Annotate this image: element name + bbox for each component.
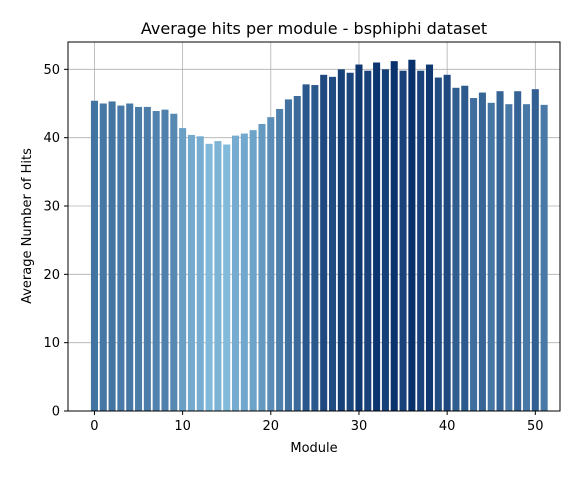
bar-module-30 [355,64,363,412]
bar-module-27 [328,76,337,411]
bar-module-37 [417,70,425,411]
bar-module-16 [232,135,240,411]
bar-module-1 [99,103,107,411]
bar-module-5 [135,106,143,412]
bars [90,59,548,412]
bar-module-22 [284,99,292,412]
bar-module-42 [461,85,469,411]
bar-module-26 [320,74,328,412]
bar-module-47 [505,104,513,411]
bar-module-4 [126,103,134,411]
y-tick-label: 30 [43,200,60,215]
x-tick-label: 20 [263,419,280,434]
bar-module-10 [179,128,187,411]
y-tick-label: 0 [52,405,60,420]
bar-module-50 [531,89,539,412]
bar-module-6 [143,106,151,412]
bar-module-15 [223,144,231,411]
bar-module-3 [117,105,125,412]
bar-module-43 [470,98,478,412]
y-axis: 0 10 20 30 40 50 [43,63,68,420]
x-axis-label: Module [290,441,337,456]
bar-module-0 [90,100,98,412]
bar-module-20 [267,117,275,412]
bar-module-11 [187,134,195,411]
bar-module-8 [161,109,169,412]
bar-module-36 [408,59,416,412]
y-tick-label: 20 [43,268,60,283]
bar-module-38 [425,64,434,412]
bar-module-14 [214,141,222,412]
bar-module-9 [170,113,178,411]
bar-module-41 [452,87,460,412]
bar-module-18 [249,130,257,411]
chart-title: Average hits per module - bsphiphi datas… [141,19,487,38]
x-tick-label: 50 [527,419,544,434]
bar-module-49 [522,104,531,411]
bar-module-19 [258,124,266,411]
bar-module-46 [496,91,504,411]
bar-module-33 [381,69,389,411]
y-tick-label: 10 [43,336,60,351]
bar-module-40 [443,74,451,412]
bar-module-24 [302,84,310,411]
bar-module-39 [434,77,442,412]
x-tick-label: 30 [351,419,368,434]
bar-module-29 [346,72,354,411]
x-axis: 0 10 20 30 40 50 [90,411,544,434]
bar-module-35 [399,70,407,411]
plot-frame [67,41,561,412]
y-axis-label: Average Number of Hits [20,148,35,304]
axes-frame [67,41,561,412]
bar-module-48 [514,91,522,411]
bar-module-23 [293,95,301,411]
bar-module-21 [276,108,284,411]
y-tick-label: 40 [43,131,60,146]
bar-module-2 [108,101,116,411]
bar-module-7 [152,111,160,412]
bar-module-32 [373,62,381,411]
bar-module-45 [487,102,495,412]
y-tick-label: 50 [43,63,60,78]
bar-module-13 [205,143,213,412]
bar-module-28 [337,69,345,411]
x-tick-label: 10 [174,419,191,434]
bar-module-12 [196,136,204,412]
bar-module-51 [540,104,548,411]
bar-module-17 [240,133,248,412]
x-tick-label: 40 [439,419,456,434]
bar-module-31 [364,70,372,411]
x-tick-label: 0 [90,419,98,434]
bar-module-25 [311,85,319,412]
bar-module-34 [390,61,398,412]
bar-module-44 [478,92,486,412]
